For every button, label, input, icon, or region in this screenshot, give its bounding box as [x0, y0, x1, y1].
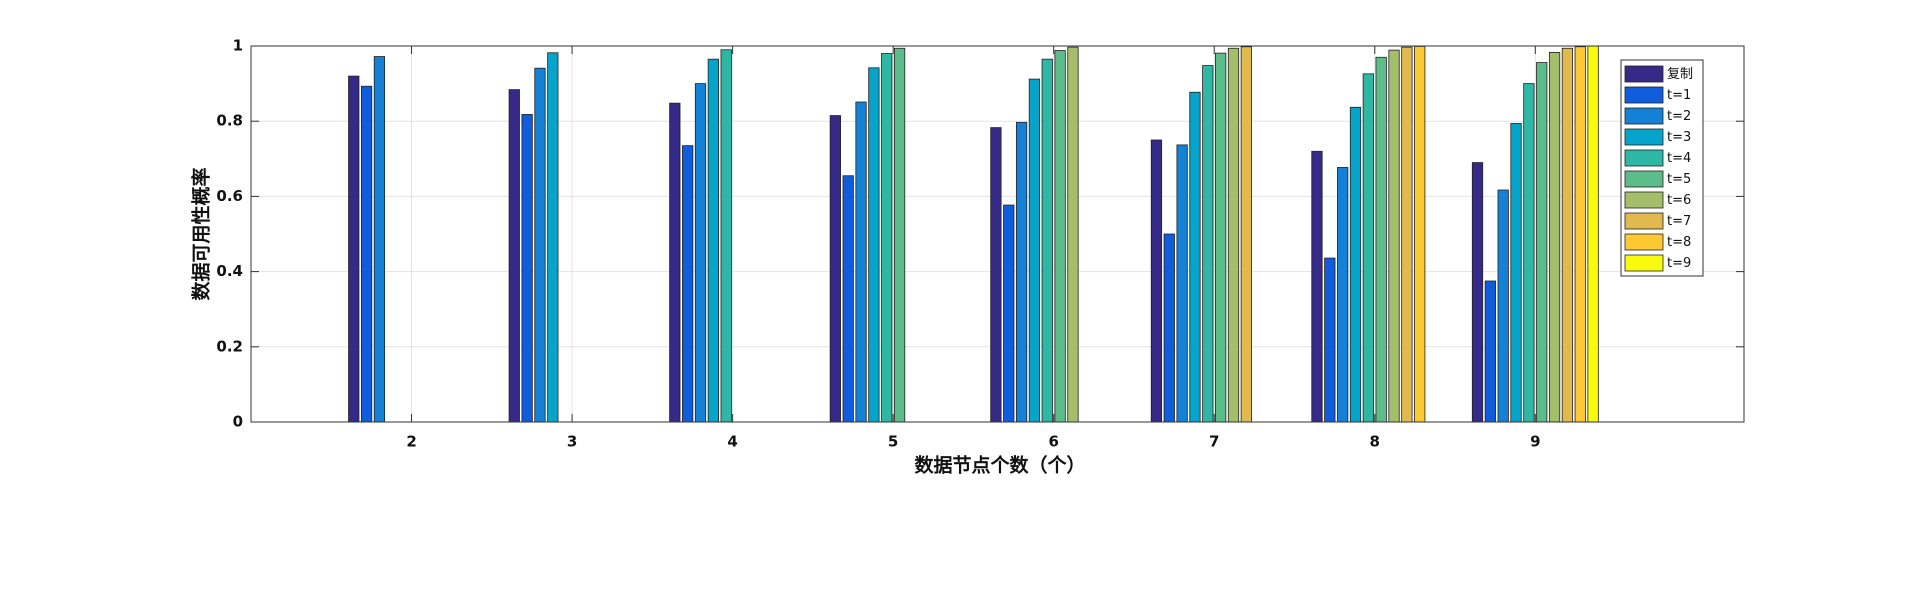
x-tick-label: 8: [1370, 433, 1380, 451]
bar: [1015, 121, 1028, 423]
bar: [547, 52, 559, 423]
bar: [1484, 280, 1496, 423]
legend-swatch: [1624, 65, 1664, 83]
x-axis-label: 数据节点个数（个）: [914, 454, 1085, 477]
y-tick-label: 0.4: [216, 262, 243, 280]
bar: [829, 115, 841, 423]
bar: [1349, 106, 1362, 423]
bar: [1227, 47, 1240, 423]
x-tick-label: 6: [1048, 433, 1058, 451]
legend-label: t=2: [1667, 109, 1691, 124]
bar: [1240, 46, 1252, 423]
bar: [707, 58, 719, 423]
y-tick-label: 0.6: [216, 187, 243, 205]
bar: [521, 114, 533, 423]
legend-swatch: [1624, 107, 1664, 125]
x-tick-label: 4: [727, 433, 737, 451]
bar: [855, 101, 867, 423]
bar: [893, 47, 906, 423]
legend-swatch: [1624, 212, 1664, 230]
legend-label: t=6: [1667, 193, 1691, 208]
bar: [1523, 83, 1535, 423]
legend-label: t=9: [1667, 256, 1691, 271]
bar: [1414, 45, 1426, 423]
legend-swatch: [1624, 233, 1664, 251]
x-tick-label: 2: [406, 433, 416, 451]
x-tick-label: 5: [888, 433, 898, 451]
bar: [1401, 46, 1413, 423]
bar: [1324, 257, 1336, 423]
bar: [1067, 46, 1079, 423]
bar: [1202, 65, 1214, 423]
bar: [1362, 73, 1374, 423]
bar: [1471, 162, 1484, 423]
bar: [1510, 123, 1522, 423]
y-tick-label: 0.8: [216, 112, 243, 130]
y-tick-label: 0: [233, 413, 243, 431]
bar: [1337, 167, 1349, 423]
bar: [348, 75, 360, 423]
legend-swatch: [1624, 170, 1664, 188]
legend-swatch: [1624, 254, 1664, 272]
y-tick-label: 1: [233, 37, 243, 55]
bar: [881, 53, 893, 423]
bar: [1163, 233, 1175, 423]
x-tick-label: 9: [1530, 433, 1540, 451]
bar: [1587, 45, 1599, 423]
bar: [534, 67, 546, 423]
legend-label: t=7: [1667, 214, 1691, 229]
bar: [868, 67, 880, 423]
bar: [508, 89, 520, 423]
bar: [990, 127, 1002, 423]
legend-swatch: [1624, 128, 1664, 146]
legend-label: t=4: [1667, 151, 1691, 166]
bar: [669, 102, 681, 423]
bar: [842, 175, 854, 423]
y-axis-label: 数据可用性概率: [190, 167, 213, 300]
legend-label: t=5: [1667, 172, 1691, 187]
bar: [373, 56, 386, 423]
legend-swatch: [1624, 149, 1664, 167]
legend-label: t=1: [1667, 88, 1691, 103]
bar: [1176, 144, 1188, 423]
bar: [1311, 150, 1323, 423]
legend-swatch: [1624, 86, 1664, 104]
legend-label: t=8: [1667, 235, 1691, 250]
bar: [720, 49, 732, 423]
bar: [1054, 50, 1066, 423]
x-tick-label: 7: [1209, 433, 1219, 451]
bar: [360, 85, 373, 423]
bar: [1189, 91, 1201, 423]
bar: [1548, 51, 1561, 423]
x-tick-label: 3: [567, 433, 577, 451]
bar: [1536, 62, 1548, 423]
bar: [1574, 46, 1586, 423]
bar: [1375, 56, 1387, 423]
legend-label: t=3: [1667, 130, 1691, 145]
y-tick-label: 0.2: [216, 337, 243, 355]
legend-label: 复制: [1667, 67, 1693, 82]
bar: [1497, 189, 1509, 423]
bar: [694, 83, 707, 423]
legend-swatch: [1624, 191, 1664, 209]
bar: [1003, 204, 1015, 423]
bar: [1028, 78, 1041, 423]
bar: [1388, 49, 1400, 423]
bar: [1041, 58, 1053, 423]
bar: [1561, 47, 1574, 423]
legend: 复制 t=1 t=2 t=3 t=4 t=5 t=6 t=7 t=8 t=9: [1620, 59, 1704, 277]
bar: [682, 145, 694, 423]
bar: [1215, 52, 1227, 423]
bar: [1150, 139, 1163, 423]
plot-frame: [250, 45, 1745, 423]
